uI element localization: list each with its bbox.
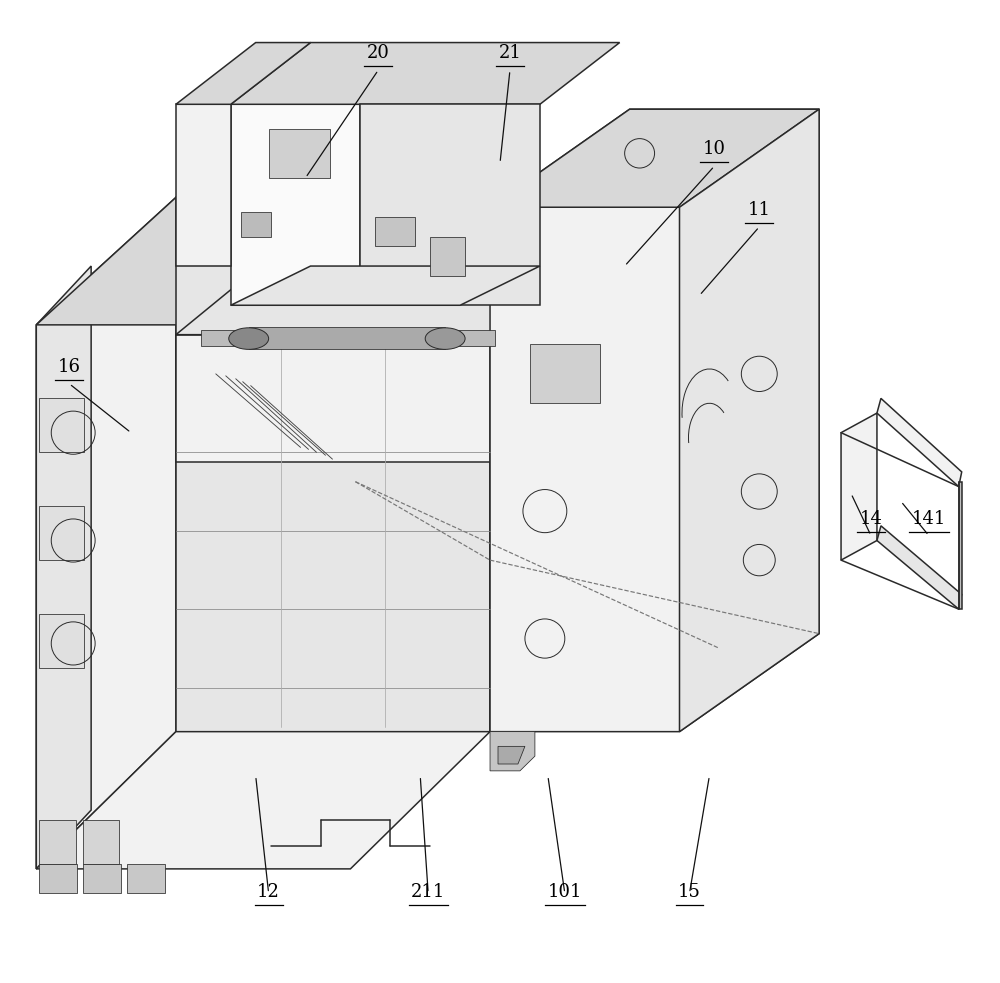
Polygon shape <box>877 398 962 487</box>
Bar <box>39 614 84 667</box>
Text: 10: 10 <box>703 141 726 158</box>
Polygon shape <box>530 344 600 403</box>
Polygon shape <box>36 731 490 869</box>
Polygon shape <box>176 42 311 104</box>
Polygon shape <box>201 329 495 346</box>
Text: 211: 211 <box>411 884 445 901</box>
Bar <box>39 506 84 560</box>
Polygon shape <box>36 198 490 324</box>
Polygon shape <box>269 129 330 178</box>
Polygon shape <box>430 237 465 276</box>
Polygon shape <box>249 326 445 349</box>
Text: 12: 12 <box>257 884 280 901</box>
Polygon shape <box>490 731 535 771</box>
Polygon shape <box>231 266 540 306</box>
Polygon shape <box>39 864 77 894</box>
Polygon shape <box>176 286 540 334</box>
Polygon shape <box>877 526 962 609</box>
Polygon shape <box>127 864 165 894</box>
Text: 16: 16 <box>58 358 81 376</box>
Ellipse shape <box>229 327 269 349</box>
Polygon shape <box>176 198 490 731</box>
Text: 101: 101 <box>548 884 582 901</box>
Polygon shape <box>83 820 119 864</box>
Polygon shape <box>680 109 819 731</box>
Polygon shape <box>498 746 525 764</box>
Polygon shape <box>841 413 877 560</box>
Polygon shape <box>360 104 540 306</box>
Polygon shape <box>241 212 271 237</box>
Polygon shape <box>231 104 360 306</box>
Polygon shape <box>490 109 819 731</box>
Text: 11: 11 <box>748 201 771 219</box>
Polygon shape <box>231 42 620 104</box>
Polygon shape <box>36 198 176 869</box>
Text: 21: 21 <box>499 44 521 62</box>
Polygon shape <box>176 104 231 266</box>
Bar <box>39 398 84 452</box>
Polygon shape <box>490 188 620 731</box>
Polygon shape <box>39 820 76 864</box>
Polygon shape <box>176 334 490 462</box>
Polygon shape <box>370 319 435 334</box>
Polygon shape <box>959 482 962 609</box>
Text: 141: 141 <box>912 510 946 528</box>
Ellipse shape <box>425 327 465 349</box>
Text: 14: 14 <box>860 510 882 528</box>
Polygon shape <box>296 319 360 334</box>
Text: 15: 15 <box>678 884 701 901</box>
Polygon shape <box>490 109 819 207</box>
Polygon shape <box>36 266 91 869</box>
Polygon shape <box>221 319 286 334</box>
Polygon shape <box>83 864 121 894</box>
Text: 20: 20 <box>367 44 390 62</box>
Polygon shape <box>375 217 415 247</box>
